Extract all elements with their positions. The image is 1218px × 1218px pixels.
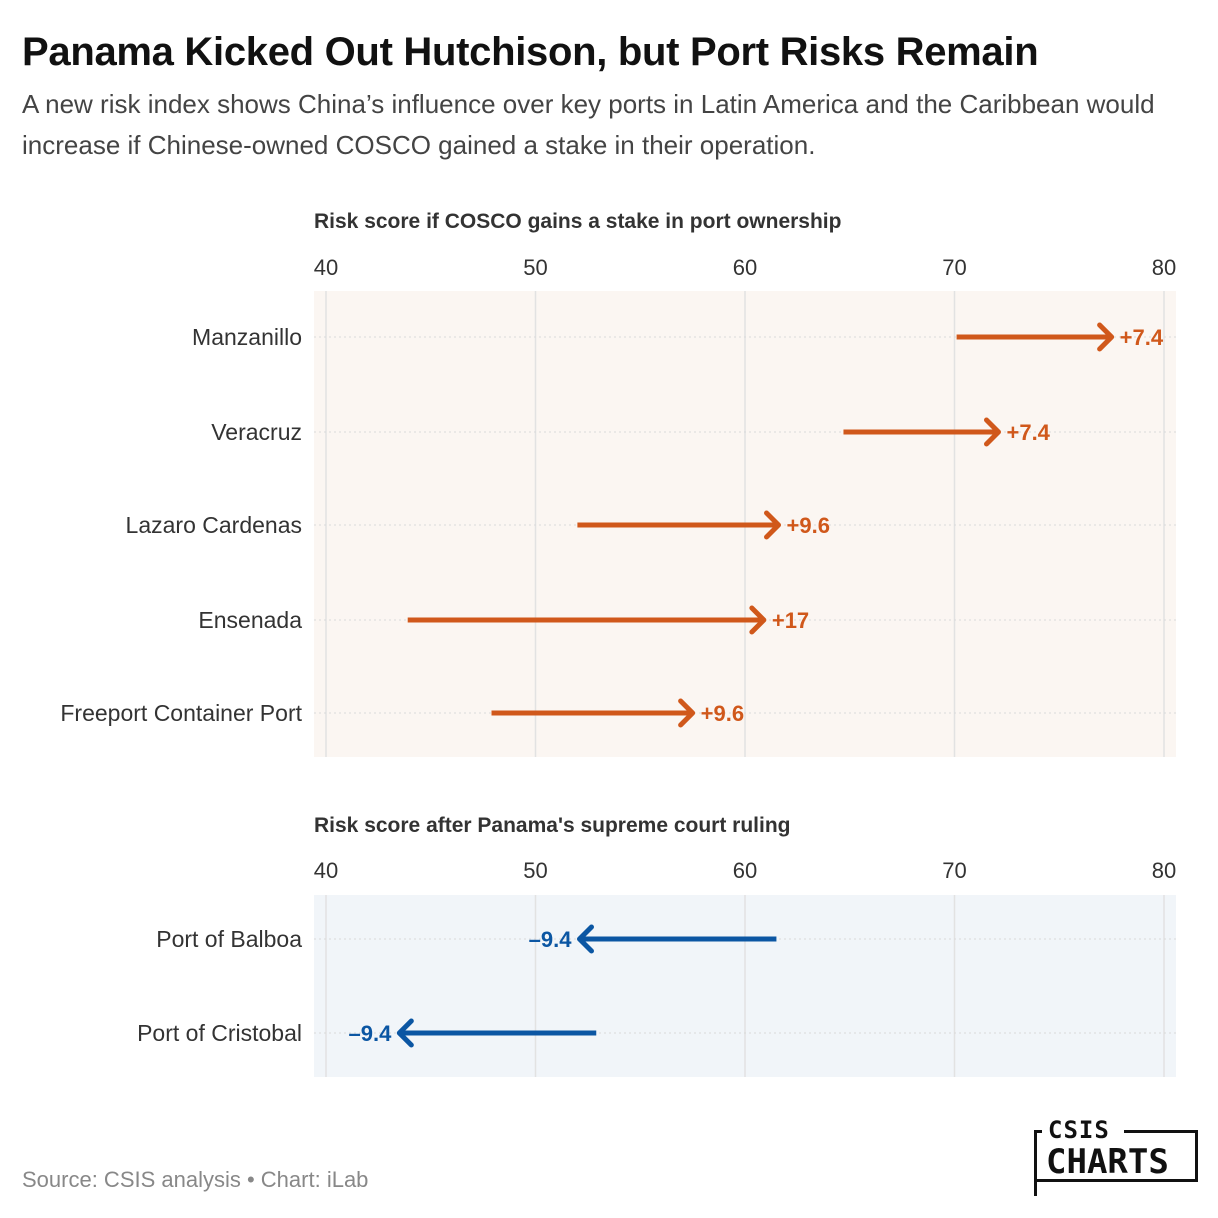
source-note: Source: CSIS analysis • Chart: iLab bbox=[22, 1167, 369, 1192]
tick-label: 60 bbox=[733, 255, 757, 280]
change-label: –9.4 bbox=[529, 927, 573, 952]
change-label: +17 bbox=[772, 608, 809, 633]
tick-label: 70 bbox=[942, 858, 966, 883]
change-label: +7.4 bbox=[1006, 420, 1050, 445]
arrow-head bbox=[396, 1018, 414, 1048]
tick-label: 70 bbox=[942, 255, 966, 280]
change-label: +9.6 bbox=[787, 513, 830, 538]
arrow-head bbox=[678, 698, 696, 728]
panel-2-title: Risk score after Panama's supreme court … bbox=[314, 814, 791, 837]
chart-subtitle: A new risk index shows China’s influence… bbox=[22, 89, 1155, 160]
arrow-head bbox=[576, 924, 594, 954]
tick-label: 40 bbox=[314, 858, 338, 883]
arrow-head bbox=[983, 417, 1001, 447]
arrow-head bbox=[764, 510, 782, 540]
arrow-head bbox=[749, 605, 767, 635]
tick-label: 50 bbox=[523, 255, 547, 280]
csis-charts-logo: CSIS CHARTS bbox=[1034, 1116, 1198, 1196]
row-label: Freeport Container Port bbox=[60, 700, 302, 726]
tick-label: 80 bbox=[1152, 858, 1176, 883]
chart-title: Panama Kicked Out Hutchison, but Port Ri… bbox=[22, 30, 1039, 74]
arrow-head bbox=[1097, 322, 1115, 352]
logo-top-text: CSIS bbox=[1048, 1116, 1110, 1144]
change-label: –9.4 bbox=[348, 1021, 392, 1046]
row-label: Manzanillo bbox=[192, 324, 302, 350]
tick-label: 60 bbox=[733, 858, 757, 883]
tick-label: 40 bbox=[314, 255, 338, 280]
change-label: +7.4 bbox=[1120, 325, 1164, 350]
panel-1-title: Risk score if COSCO gains a stake in por… bbox=[314, 210, 842, 233]
row-label: Ensenada bbox=[198, 607, 302, 633]
logo-bottom-text: CHARTS bbox=[1046, 1142, 1169, 1182]
row-label: Lazaro Cardenas bbox=[126, 512, 302, 538]
tick-label: 50 bbox=[523, 858, 547, 883]
row-label: Port of Balboa bbox=[156, 926, 302, 952]
row-label: Port of Cristobal bbox=[137, 1020, 302, 1046]
tick-label: 80 bbox=[1152, 255, 1176, 280]
change-label: +9.6 bbox=[701, 701, 744, 726]
row-label: Veracruz bbox=[211, 419, 302, 445]
